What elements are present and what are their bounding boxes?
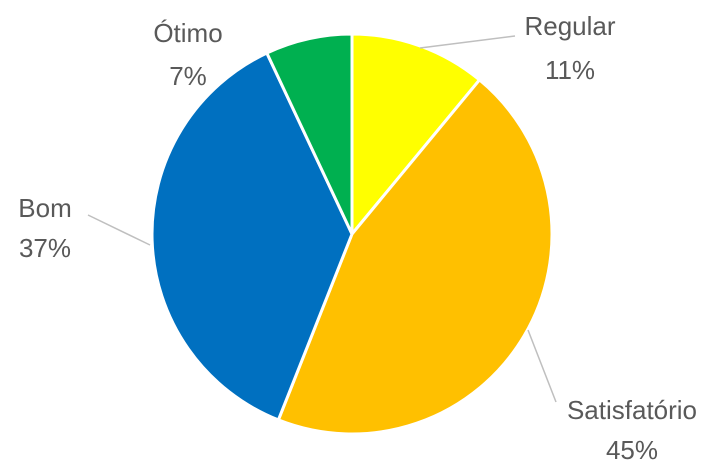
slice-value-label: 45% [606, 435, 658, 465]
slice-value-label: 37% [19, 233, 71, 263]
slice-label: Ótimo [153, 18, 222, 48]
leader-line [419, 35, 516, 49]
leader-line [527, 329, 557, 403]
pie-slice [276, 77, 554, 436]
slice-value-label: 7% [169, 61, 207, 91]
slice-label: Satisfatório [567, 395, 697, 425]
slice-value-label: 11% [545, 55, 595, 85]
slice-label: Regular [524, 11, 615, 41]
leader-line [87, 214, 151, 246]
slice-label: Bom [18, 193, 71, 223]
pie-slice [264, 32, 354, 235]
pie-slice [350, 32, 482, 239]
pie-slice [150, 51, 354, 422]
